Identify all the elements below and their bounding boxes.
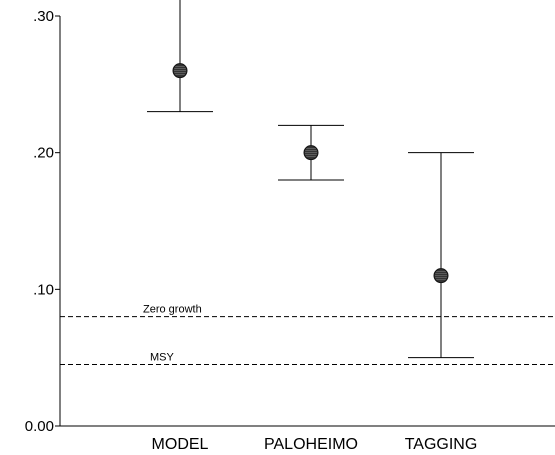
x-category-label: MODEL [152, 436, 209, 453]
data-points [172, 63, 449, 284]
axes [59, 16, 555, 427]
category-labels: MODEL PALOHEIMO TAGGING [152, 436, 478, 453]
y-tick-label: .10 [33, 281, 54, 298]
reference-line-label: MSY [150, 352, 175, 364]
y-tick-label: 0.00 [25, 418, 54, 435]
data-point [172, 63, 188, 79]
reference-lines: Zero growth MSY [60, 304, 555, 365]
y-tick-label: .20 [33, 145, 54, 162]
data-point [433, 268, 449, 284]
x-category-label: PALOHEIMO [264, 436, 358, 453]
reference-line-label: Zero growth [143, 304, 202, 316]
x-category-label: TAGGING [405, 436, 478, 453]
y-ticks: .30 .20 .10 0.00 [25, 8, 60, 435]
data-point [303, 145, 319, 161]
y-tick-label: .30 [33, 8, 54, 25]
